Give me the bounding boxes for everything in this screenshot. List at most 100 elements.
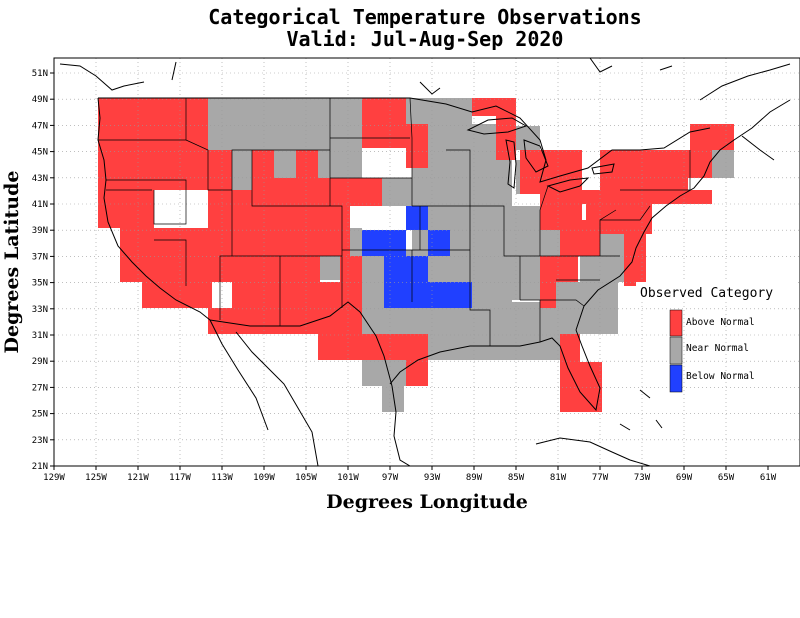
cell-near-normal xyxy=(208,98,330,150)
gulf-coast-outline xyxy=(389,329,601,412)
y-tick-label: 39N xyxy=(32,226,48,236)
x-tick-label: 101W xyxy=(337,473,359,483)
y-tick-label: 47N xyxy=(32,121,48,131)
cell-above-normal xyxy=(600,150,688,190)
cell-near-normal xyxy=(318,256,340,280)
cell-above-normal xyxy=(520,150,582,194)
x-tick-label: 61W xyxy=(760,473,777,483)
legend-swatch-above xyxy=(669,309,683,337)
lake-ontario xyxy=(591,163,615,175)
y-tick-label: 37N xyxy=(32,252,48,262)
cell-above-normal xyxy=(690,124,734,150)
category-cells xyxy=(98,98,734,412)
x-tick-label: 113W xyxy=(211,473,233,483)
x-tick-label: 105W xyxy=(295,473,317,483)
x-tick-label: 97W xyxy=(382,473,399,483)
cell-above-normal xyxy=(624,230,646,286)
cell-near-normal xyxy=(516,160,520,194)
us-mexico-border xyxy=(209,301,393,387)
cell-near-normal xyxy=(712,150,734,178)
lake-superior xyxy=(466,117,528,135)
cell-near-normal xyxy=(382,386,404,412)
cell-above-normal xyxy=(142,282,212,308)
x-tick-labels: 129W 125W 121W 117W 113W 109W 105W 101W 97W 93W 89… xyxy=(43,466,777,483)
legend-title-background xyxy=(636,282,798,302)
map-outlines xyxy=(59,58,791,466)
x-tick-label: 65W xyxy=(718,473,735,483)
cell-above-normal xyxy=(540,256,578,282)
cell-above-normal xyxy=(186,124,208,156)
cell-above-normal xyxy=(340,256,362,312)
y-axis-title: Degrees Latitude xyxy=(1,171,23,354)
y-tick-label: 49N xyxy=(32,95,48,105)
cell-above-normal xyxy=(98,140,186,190)
y-tick-label: 27N xyxy=(32,383,48,393)
x-tick-label: 93W xyxy=(424,473,441,483)
x-tick-label: 129W xyxy=(43,473,65,483)
state-borders xyxy=(98,97,691,346)
x-tick-label: 85W xyxy=(508,473,525,483)
lake-huron xyxy=(523,139,549,173)
cell-near-normal xyxy=(516,126,540,150)
cell-near-normal xyxy=(406,98,472,124)
y-tick-label: 29N xyxy=(32,357,48,367)
cell-above-normal xyxy=(252,178,382,206)
x-tick-label: 73W xyxy=(634,473,651,483)
x-axis-title: Degrees Longitude xyxy=(326,491,528,513)
y-tick-label: 51N xyxy=(32,69,48,79)
title-line-1: Categorical Temperature Observations xyxy=(208,5,642,29)
map-title: Categorical Temperature Observations Val… xyxy=(0,6,800,50)
y-tick-label: 33N xyxy=(32,305,48,315)
x-tick-label: 125W xyxy=(85,473,107,483)
legend: Observed Category Above Normal Near Norm… xyxy=(636,282,798,393)
mexico-pacific-outline xyxy=(235,331,319,466)
cell-above-normal xyxy=(582,190,712,204)
west-coast-outline xyxy=(97,97,211,321)
caribbean-islands xyxy=(619,389,663,431)
x-tick-label: 89W xyxy=(466,473,483,483)
cell-above-normal xyxy=(560,362,602,412)
cell-above-normal xyxy=(220,256,320,282)
x-tick-label: 81W xyxy=(550,473,567,483)
title-line-2: Valid: Jul-Aug-Sep 2020 xyxy=(286,27,564,51)
cell-above-normal xyxy=(208,308,362,334)
cell-above-normal xyxy=(688,150,712,178)
y-tick-label: 35N xyxy=(32,279,48,289)
y-tick-label: 45N xyxy=(32,148,48,158)
cell-above-normal xyxy=(220,206,350,256)
y-tick-label: 21N xyxy=(32,462,48,472)
cell-below-normal xyxy=(384,256,428,282)
cell-below-normal xyxy=(406,206,428,230)
x-tick-label: 77W xyxy=(592,473,609,483)
legend-label-near: Near Normal xyxy=(686,343,749,354)
cell-near-normal xyxy=(274,150,296,178)
cuba-outline xyxy=(535,437,651,466)
cell-below-normal xyxy=(362,230,406,256)
legend-label-below: Below Normal xyxy=(686,371,755,382)
legend-swatch-near xyxy=(669,336,683,365)
lake-erie xyxy=(546,177,590,193)
cell-above-normal xyxy=(120,228,220,282)
x-tick-label: 117W xyxy=(169,473,191,483)
y-tick-label: 31N xyxy=(32,331,48,341)
baja-outline xyxy=(209,319,269,431)
cell-above-normal xyxy=(360,352,382,360)
y-tick-label: 25N xyxy=(32,410,48,420)
y-tick-label: 41N xyxy=(32,200,48,210)
cell-above-normal xyxy=(186,150,232,190)
cell-below-normal xyxy=(428,230,450,256)
canada-coast-outline xyxy=(59,58,791,161)
cell-above-normal xyxy=(540,282,556,308)
y-tick-labels: 21N 23N 25N 27N 29N 31N 33N 35N 37N 39N 41N 43N 45N 4… xyxy=(32,69,54,472)
plot-frame xyxy=(53,57,800,467)
cell-above-normal xyxy=(362,98,406,148)
x-tick-label: 69W xyxy=(676,473,693,483)
east-coast-outline xyxy=(575,99,791,331)
cell-near-normal xyxy=(232,150,252,190)
x-tick-label: 121W xyxy=(127,473,149,483)
cell-near-normal xyxy=(318,150,330,178)
mexico-gulf-outline xyxy=(391,385,411,466)
cell-above-normal xyxy=(98,190,154,228)
legend-title: Observed Category xyxy=(640,286,773,301)
